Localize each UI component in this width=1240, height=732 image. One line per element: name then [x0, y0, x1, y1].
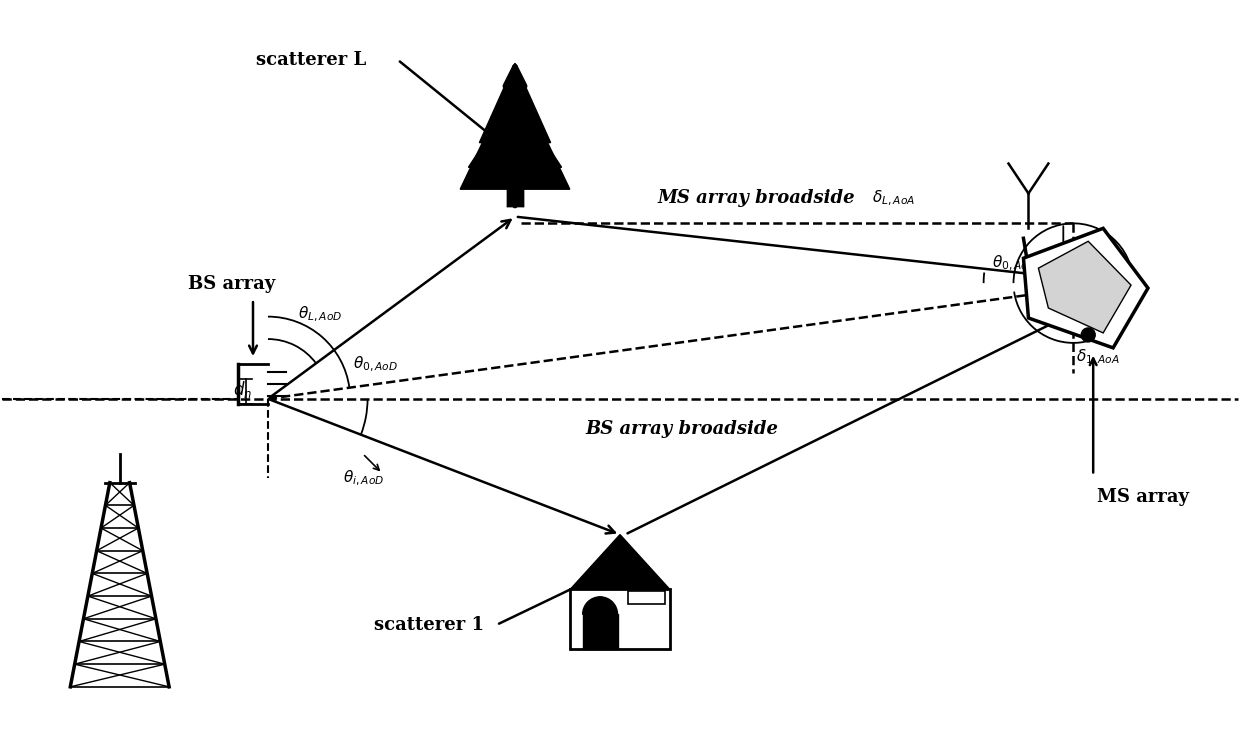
Text: MS array: MS array [1097, 488, 1189, 507]
Circle shape [590, 597, 610, 616]
Wedge shape [583, 597, 618, 614]
Polygon shape [1023, 228, 1148, 348]
Text: scatterer L: scatterer L [255, 51, 366, 69]
Text: $\delta_{1,AoA}$: $\delta_{1,AoA}$ [1076, 348, 1120, 367]
Text: $\delta_{L,AoA}$: $\delta_{L,AoA}$ [873, 189, 915, 208]
Text: MS array broadside: MS array broadside [657, 190, 854, 207]
Text: BS array: BS array [188, 275, 275, 294]
Text: $d_n$: $d_n$ [233, 379, 253, 400]
Text: $\theta_{0,AoD}$: $\theta_{0,AoD}$ [352, 354, 398, 373]
Text: $\theta_{0,AoA}$: $\theta_{0,AoA}$ [992, 253, 1035, 273]
Polygon shape [460, 74, 570, 189]
Polygon shape [570, 589, 670, 649]
Polygon shape [627, 591, 665, 605]
Text: $\theta_{i,AoD}$: $\theta_{i,AoD}$ [342, 469, 384, 488]
Polygon shape [570, 534, 670, 589]
Circle shape [1081, 328, 1095, 342]
Polygon shape [1038, 242, 1131, 333]
Text: $\theta_{L,AoD}$: $\theta_{L,AoD}$ [298, 305, 342, 324]
Polygon shape [507, 189, 523, 206]
Polygon shape [480, 63, 551, 143]
Polygon shape [583, 614, 618, 649]
Text: BS array broadside: BS array broadside [585, 419, 779, 438]
Text: scatterer 1: scatterer 1 [373, 616, 484, 634]
Polygon shape [469, 96, 562, 168]
